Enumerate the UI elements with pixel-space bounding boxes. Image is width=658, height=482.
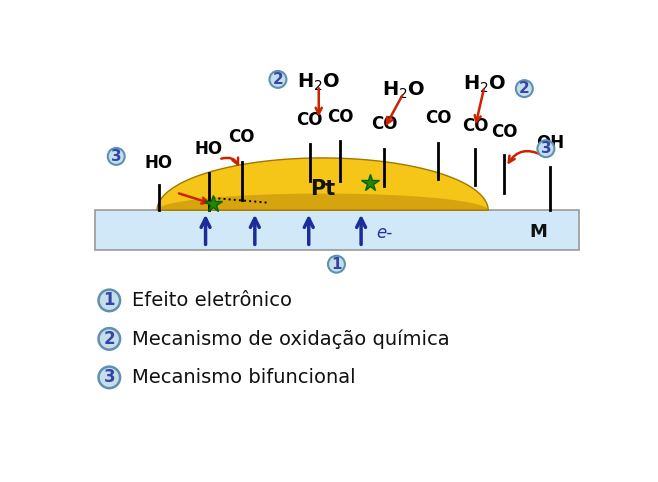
Text: 2: 2 [519,81,530,96]
Text: CO: CO [462,117,488,135]
Text: CO: CO [425,109,451,127]
Text: Mecanismo bifuncional: Mecanismo bifuncional [132,368,355,387]
Text: 3: 3 [111,149,122,164]
Text: 2: 2 [103,330,115,348]
Circle shape [99,328,120,349]
Text: CO: CO [491,123,518,141]
Text: HO: HO [195,140,222,158]
Circle shape [516,80,533,97]
Polygon shape [157,194,488,210]
Text: CO: CO [296,111,323,129]
Text: 1: 1 [331,257,342,272]
Text: CO: CO [327,107,353,126]
Text: 1: 1 [103,292,115,309]
Circle shape [108,148,125,165]
Polygon shape [157,158,488,210]
Text: H$_2$O: H$_2$O [297,72,340,93]
Circle shape [270,71,286,88]
Text: Efeito eletrônico: Efeito eletrônico [132,291,291,310]
Text: M: M [529,223,547,241]
Text: HO: HO [145,154,172,172]
Circle shape [328,256,345,273]
Circle shape [99,290,120,311]
FancyBboxPatch shape [95,210,579,250]
Text: H$_2$O: H$_2$O [463,73,506,94]
Text: OH: OH [536,134,564,152]
Text: CO: CO [371,115,397,134]
Text: H$_2$O: H$_2$O [382,80,425,101]
Circle shape [538,140,554,157]
Text: CO: CO [228,128,255,147]
Text: e-: e- [376,225,392,242]
Text: 2: 2 [272,72,284,87]
Circle shape [99,367,120,388]
Text: 3: 3 [103,368,115,387]
Text: Pt: Pt [310,179,335,199]
Text: Mecanismo de oxidação química: Mecanismo de oxidação química [132,329,449,348]
Text: 3: 3 [541,141,551,156]
